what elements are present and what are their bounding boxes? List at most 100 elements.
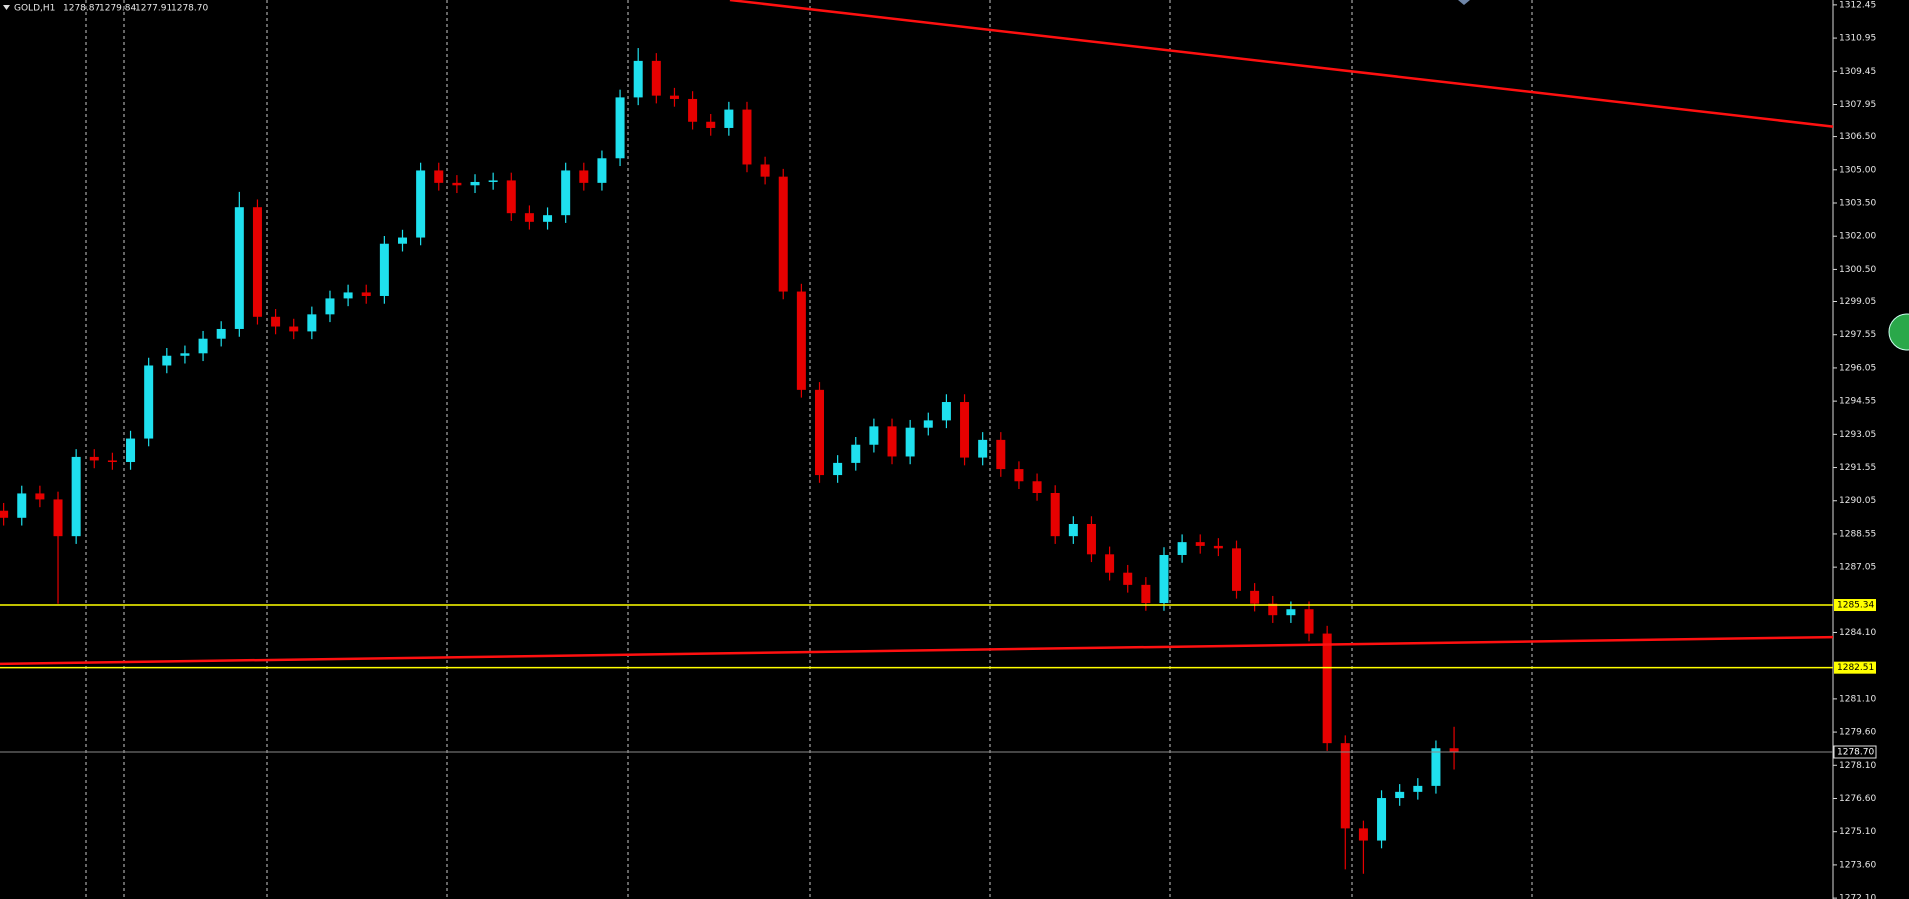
candle-body bbox=[1159, 554, 1169, 604]
menu-arrow[interactable] bbox=[3, 5, 10, 10]
candle-body bbox=[778, 176, 788, 292]
candle-body bbox=[633, 60, 643, 98]
trade-badge[interactable] bbox=[1888, 313, 1909, 351]
candle-body bbox=[796, 291, 806, 390]
quote-low: 1277.91 bbox=[135, 4, 172, 14]
candle-body bbox=[53, 499, 63, 537]
candle-body bbox=[960, 402, 970, 458]
candle-body bbox=[597, 158, 607, 183]
candle-body bbox=[1141, 584, 1151, 604]
candle-body bbox=[361, 292, 371, 296]
y-tick-label: 1300.50 bbox=[1839, 265, 1876, 275]
y-tick-label: 1296.05 bbox=[1839, 363, 1876, 373]
candle-body bbox=[1322, 633, 1332, 744]
candle-body bbox=[1014, 469, 1024, 482]
candle-body bbox=[996, 439, 1006, 470]
candle-body bbox=[144, 365, 154, 439]
y-tick-label: 1273.60 bbox=[1839, 860, 1876, 870]
y-tick-label: 1305.00 bbox=[1839, 165, 1876, 175]
candle-body bbox=[307, 314, 317, 332]
y-tick-label: 1309.45 bbox=[1839, 67, 1876, 77]
candle-body bbox=[1377, 798, 1387, 841]
candle-body bbox=[760, 164, 770, 177]
candle-body bbox=[198, 338, 208, 354]
candle-body bbox=[1449, 748, 1459, 753]
trendline bbox=[729, 0, 1834, 128]
y-tick-label: 1307.95 bbox=[1839, 100, 1876, 110]
candle-body bbox=[1358, 828, 1368, 841]
y-tick-label: 1278.10 bbox=[1839, 761, 1876, 771]
price-box bbox=[1834, 661, 1876, 674]
candle-body bbox=[1413, 785, 1423, 792]
candle-body bbox=[1123, 572, 1133, 585]
candle-body bbox=[923, 420, 933, 428]
candle-body bbox=[724, 109, 734, 128]
candle-body bbox=[1250, 590, 1260, 604]
candle-body bbox=[1068, 523, 1078, 537]
candle-body bbox=[416, 170, 426, 238]
candle-body bbox=[325, 298, 335, 315]
candle-body bbox=[1195, 542, 1205, 546]
candle-body bbox=[1032, 481, 1042, 493]
candle-body bbox=[107, 460, 117, 463]
candle-body bbox=[887, 426, 897, 457]
candle-body bbox=[506, 180, 516, 214]
candle-body bbox=[706, 121, 716, 128]
candle-body bbox=[543, 215, 553, 222]
candle-body bbox=[833, 462, 843, 476]
candle-body bbox=[1286, 609, 1296, 616]
y-tick-label: 1303.50 bbox=[1839, 199, 1876, 209]
candle-body bbox=[234, 207, 244, 329]
candle-body bbox=[180, 353, 190, 356]
candle-body bbox=[379, 243, 389, 296]
y-tick-label: 1312.45 bbox=[1839, 0, 1876, 10]
candle-body bbox=[905, 427, 915, 457]
y-tick-label: 1279.60 bbox=[1839, 728, 1876, 738]
candle-body bbox=[1086, 523, 1096, 555]
price-box-label: 1285.34 bbox=[1837, 601, 1874, 611]
candle-body bbox=[1340, 743, 1350, 829]
candle-body bbox=[216, 328, 226, 339]
y-tick-label: 1293.05 bbox=[1839, 430, 1876, 440]
candle-body bbox=[343, 292, 353, 299]
candle-body bbox=[669, 95, 679, 99]
candle-body bbox=[615, 97, 625, 159]
candle-body bbox=[35, 493, 45, 500]
candle-body bbox=[1177, 542, 1187, 555]
candle-body bbox=[869, 426, 879, 445]
candle-body bbox=[434, 170, 444, 183]
candle-body bbox=[851, 444, 861, 463]
price-box bbox=[1833, 745, 1877, 759]
quote-high: 1279.84 bbox=[99, 4, 136, 14]
y-tick-label: 1272.10 bbox=[1839, 894, 1876, 899]
candle-body bbox=[289, 326, 299, 332]
price-box-label: 1278.70 bbox=[1837, 748, 1874, 758]
y-tick-label: 1306.50 bbox=[1839, 132, 1876, 142]
candle-body bbox=[1050, 493, 1060, 537]
candle-body bbox=[978, 439, 988, 458]
candle-body bbox=[579, 170, 589, 183]
price-box-label: 1282.51 bbox=[1837, 663, 1874, 673]
y-tick-label: 1290.05 bbox=[1839, 496, 1876, 506]
y-tick-label: 1281.10 bbox=[1839, 694, 1876, 704]
candle-body bbox=[71, 456, 81, 537]
quote-open: 1278.87 bbox=[63, 4, 100, 14]
y-tick-label: 1297.55 bbox=[1839, 330, 1876, 340]
symbol: GOLD,H1 bbox=[14, 4, 55, 14]
candle-body bbox=[397, 237, 407, 244]
y-tick-label: 1287.05 bbox=[1839, 563, 1876, 573]
candle-body bbox=[1105, 554, 1115, 573]
marker bbox=[1458, 0, 1470, 5]
candle-body bbox=[651, 60, 661, 96]
y-tick-label: 1294.55 bbox=[1839, 397, 1876, 407]
candle-body bbox=[452, 182, 462, 186]
trendline bbox=[0, 635, 1834, 666]
candle-body bbox=[524, 213, 534, 222]
candle-body bbox=[17, 493, 27, 518]
candle-body bbox=[742, 109, 752, 165]
candle-body bbox=[271, 316, 281, 327]
quote-close: 1278.70 bbox=[171, 4, 208, 14]
candle-body bbox=[815, 389, 825, 476]
